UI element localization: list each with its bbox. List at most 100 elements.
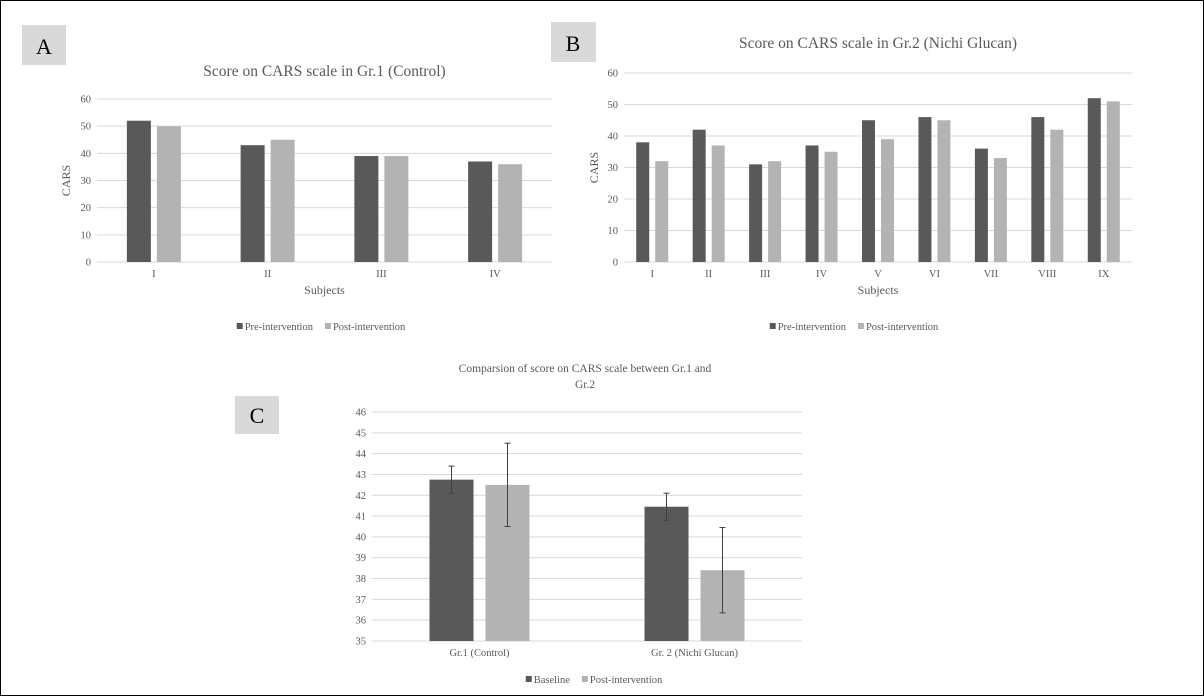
chart-c-x-tick-label: Gr. 2 (Nichi Glucan): [651, 648, 738, 659]
chart-c-y-tick-label: 37: [356, 595, 367, 606]
chart-a-x-tick-label: III: [376, 269, 387, 280]
chart-c-y-tick-label: 41: [356, 512, 367, 523]
chart-c-y-tick-label: 38: [356, 574, 367, 585]
chart-b-legend-label: Pre-intervention: [778, 322, 847, 333]
chart-b-bar: [862, 120, 875, 262]
chart-b-bar: [805, 145, 819, 262]
chart-b-bar: [881, 139, 894, 262]
panel-c: C Comparsion of score on CARS scale betw…: [235, 363, 802, 686]
chart-a-y-tick-label: 10: [81, 230, 92, 241]
chart-c-bar: [644, 506, 689, 641]
chart-a-legend: Pre-intervention Post-intervention: [236, 322, 406, 333]
chart-b-bar: [768, 161, 782, 262]
chart-c-legend-swatch: [525, 676, 532, 682]
chart-b-x-tick-label: VI: [929, 269, 941, 280]
chart-c-y-tick-label: 45: [356, 428, 367, 439]
chart-a-y-tick-label: 30: [81, 176, 92, 187]
chart-c-y-tick-label: 43: [356, 470, 367, 481]
chart-b-y-tick-label: 40: [608, 132, 619, 143]
chart-b-bar: [993, 158, 1007, 262]
chart-b-bar: [918, 117, 932, 262]
panel-c-label-box: [235, 396, 279, 434]
chart-a-x-tick-label: I: [152, 269, 156, 280]
chart-b-y-tick-label: 0: [613, 258, 618, 269]
chart-a-legend-label: Post-intervention: [333, 322, 406, 333]
chart-a-legend-swatch: [324, 323, 331, 329]
chart-c-y-tick-label: 36: [356, 616, 367, 627]
chart-a-bar: [354, 156, 379, 262]
chart-b-y-tick-label: 50: [608, 100, 619, 111]
chart-b-x-tick-label: V: [874, 269, 882, 280]
chart-b-legend-swatch: [769, 323, 776, 329]
chart-b-bar: [1106, 101, 1120, 262]
chart-b-title: Score on CARS scale in Gr.2 (Nichi Gluca…: [739, 35, 1017, 52]
panel-c-label: C: [250, 403, 265, 428]
chart-c-y-tick-label: 40: [356, 532, 367, 543]
chart-c-legend-swatch: [581, 676, 588, 682]
chart-a-x-tick-label: IV: [490, 269, 501, 280]
chart-b-y-tick-label: 10: [608, 226, 619, 237]
chart-c-y-tick-label: 46: [356, 408, 367, 419]
chart-b-bar: [974, 148, 988, 262]
chart-a-legend-swatch: [236, 323, 243, 329]
chart-c-y-tick-label: 39: [356, 553, 367, 564]
chart-a-title: Score on CARS scale in Gr.1 (Control): [203, 63, 445, 80]
chart-c-y-tick-label: 35: [356, 637, 367, 648]
chart-a-y-tick-label: 50: [81, 122, 92, 133]
panel-b-label-box: [551, 22, 596, 62]
chart-b-bar: [655, 161, 669, 262]
chart-c-title-line: Comparsion of score on CARS scale betwee…: [459, 363, 712, 375]
chart-a-bar: [498, 164, 523, 262]
chart-a-y-tick-label: 60: [81, 95, 92, 106]
chart-c-y-tick-label: 44: [356, 449, 367, 460]
chart-b-legend-swatch: [857, 323, 864, 329]
chart-a-y-tick-label: 20: [81, 203, 92, 214]
chart-a: Score on CARS scale in Gr.1 (Control) 0 10…: [59, 63, 552, 333]
panel-b-label: B: [566, 31, 581, 56]
chart-b-bar: [749, 164, 763, 262]
chart-c-title-line: Gr.2: [575, 379, 595, 391]
chart-b-bar: [1050, 129, 1064, 262]
chart-a-bar: [384, 156, 409, 262]
chart-a-bar: [156, 126, 181, 263]
chart-a-bar: [270, 139, 295, 262]
chart-b-x-tick-label: IV: [816, 269, 827, 280]
chart-b-bar: [692, 129, 706, 262]
chart-a-y-axis-title: CARS: [59, 165, 73, 196]
chart-b-x-tick-label: II: [705, 269, 712, 280]
chart-a-legend-label: Pre-intervention: [245, 322, 314, 333]
chart-c-legend-label: Post-intervention: [590, 675, 663, 686]
chart-c-x-tick-label: Gr.1 (Control): [449, 648, 510, 659]
chart-a-y-tick-label: 0: [86, 258, 91, 269]
panel-a: A Score on CARS scale in Gr.1 (Control) 0…: [22, 25, 552, 333]
chart-b-legend: Pre-intervention Post-intervention: [769, 322, 939, 333]
panel-a-label-box: [22, 25, 66, 65]
panel-b: B Score on CARS scale in Gr.2 (Nichi Glu…: [551, 22, 1132, 333]
chart-b-bar: [937, 120, 951, 262]
chart-b-x-axis-title: Subjects: [858, 283, 899, 297]
chart-b-bar: [711, 145, 725, 262]
chart-b-legend-label: Post-intervention: [866, 322, 939, 333]
chart-c: Comparsion of score on CARS scale betwee…: [356, 363, 802, 686]
chart-a-bar: [468, 161, 493, 262]
chart-b-x-tick-label: III: [760, 269, 771, 280]
chart-b-y-tick-label: 60: [608, 69, 619, 80]
chart-a-x-tick-label: II: [264, 269, 271, 280]
chart-a-bar: [126, 120, 151, 262]
chart-b-y-tick-label: 20: [608, 195, 619, 206]
chart-a-bar: [240, 145, 265, 262]
chart-b-y-axis-title: CARS: [587, 152, 601, 183]
chart-b-bar: [636, 142, 650, 262]
chart-b-x-tick-label: I: [650, 269, 654, 280]
chart-b-x-tick-label: IX: [1098, 269, 1109, 280]
chart-c-legend: Baseline Post-intervention: [525, 675, 663, 686]
chart-c-y-tick-label: 42: [356, 491, 367, 502]
chart-c-legend-label: Baseline: [534, 675, 570, 686]
chart-b-y-tick-label: 30: [608, 163, 619, 174]
chart-a-y-tick-label: 40: [81, 149, 92, 160]
chart-b-bar: [1031, 117, 1045, 262]
chart-a-x-axis-title: Subjects: [304, 283, 345, 297]
chart-b-x-tick-label: VII: [984, 269, 999, 280]
